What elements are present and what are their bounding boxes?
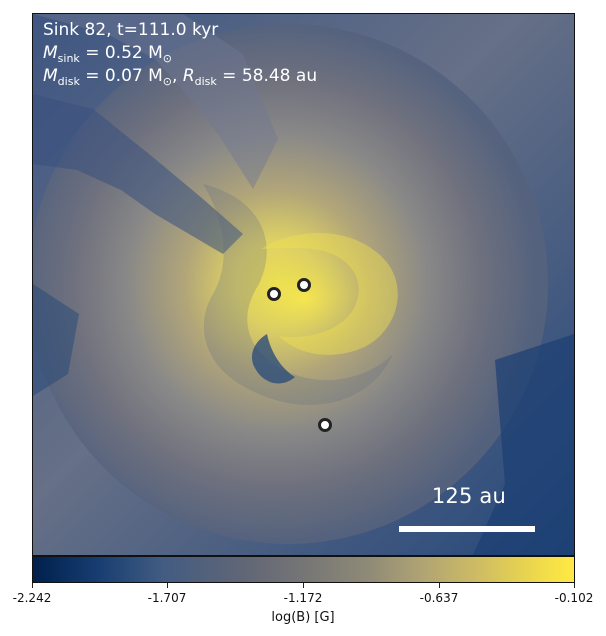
sink-mass-value: = 0.52 M xyxy=(79,43,163,63)
disk-radius-value: = 58.48 au xyxy=(216,66,318,86)
sink-mass-line: Msink = 0.52 M⊙ xyxy=(43,43,172,66)
sink-title: Sink 82, t=111.0 kyr xyxy=(43,20,219,40)
sink-mass-symbol: M xyxy=(43,43,58,63)
colorbar-tick xyxy=(439,583,440,588)
left-dark-wedge xyxy=(33,284,79,396)
dark-core-feature xyxy=(251,334,295,384)
left-filament xyxy=(33,94,243,254)
upper-left-filament xyxy=(33,14,278,189)
scale-bar xyxy=(399,526,535,532)
colorbar-tick xyxy=(167,583,168,588)
disk-radius-subscript: disk xyxy=(194,75,217,88)
colorbar-tick xyxy=(574,583,575,588)
disk-mass-unit-subscript: ⊙ xyxy=(162,75,173,88)
colorbar-tick xyxy=(303,583,304,588)
disk-mass-symbol: M xyxy=(43,66,58,86)
sink-marker xyxy=(297,278,311,292)
colorbar-tick-label: -1.172 xyxy=(283,591,323,605)
property-separator: , xyxy=(172,66,183,86)
disk-radius-symbol: R xyxy=(182,66,195,86)
magnetic-field-map: Sink 82, t=111.0 kyr Msink = 0.52 M⊙ Mdi… xyxy=(32,13,575,556)
colorbar-label: log(B) [G] xyxy=(271,610,335,625)
spiral-arm-shadow xyxy=(203,184,393,405)
colorbar-tick-label: -0.102 xyxy=(554,591,594,605)
sink-marker xyxy=(318,418,332,432)
sink-mass-unit-subscript: ⊙ xyxy=(162,52,173,65)
colorbar-tick-label: -2.242 xyxy=(12,591,52,605)
colorbar xyxy=(32,556,575,583)
disk-mass-value: = 0.07 M xyxy=(79,66,163,86)
lower-right-dark-region xyxy=(473,334,574,555)
bright-spiral-arm xyxy=(261,232,398,355)
disk-properties-line: Mdisk = 0.07 M⊙, Rdisk = 58.48 au xyxy=(43,66,317,89)
colorbar-tick xyxy=(32,583,33,588)
magnetic-field-image xyxy=(33,14,574,555)
scale-bar-label: 125 au xyxy=(431,484,506,508)
sink-mass-subscript: sink xyxy=(57,52,80,65)
inner-bright-region xyxy=(209,235,393,363)
sink-marker xyxy=(267,287,281,301)
colorbar-tick-label: -1.707 xyxy=(147,591,187,605)
colorbar-tick-label: -0.637 xyxy=(419,591,459,605)
disk-mass-subscript: disk xyxy=(57,75,80,88)
